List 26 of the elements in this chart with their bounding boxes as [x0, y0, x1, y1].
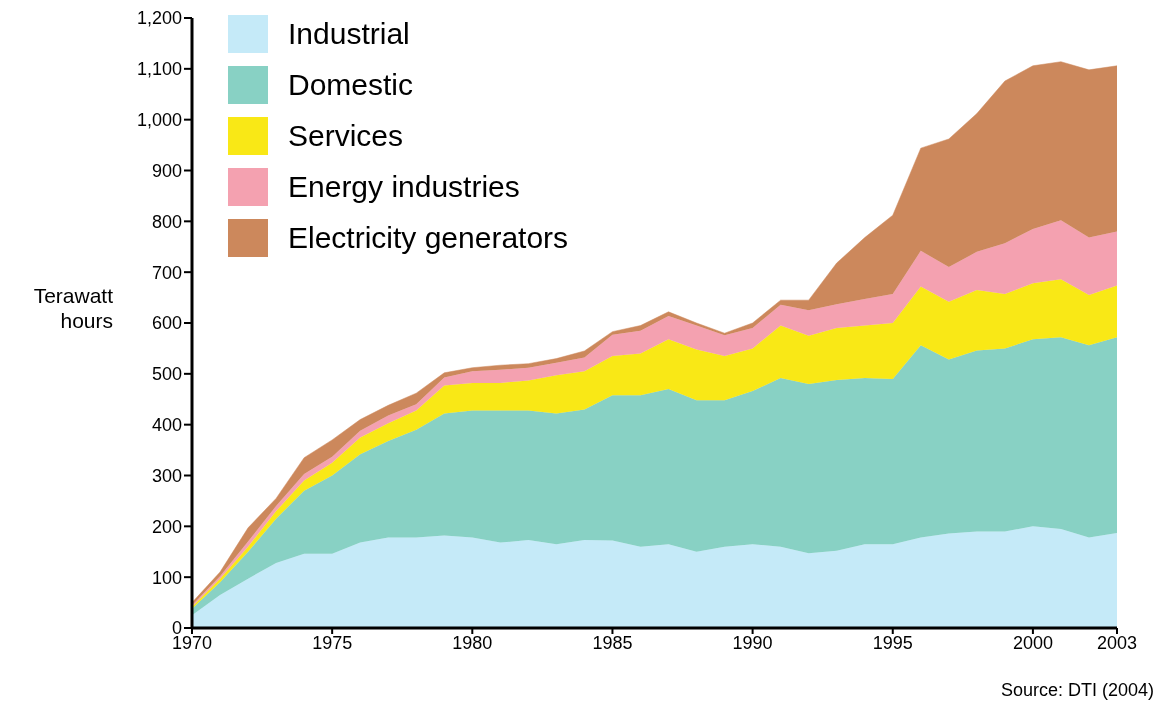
y-tick-label: 100 — [151, 567, 182, 588]
x-tick-label: 1995 — [872, 632, 913, 653]
y-axis-title: Terawatt hours — [32, 283, 113, 333]
y-tick-label: 800 — [151, 211, 182, 232]
y-tick-label: 300 — [151, 465, 182, 486]
legend-label: Domestic — [288, 67, 414, 102]
x-tick-label: 1985 — [592, 632, 633, 653]
source-note: Source: DTI (2004) — [1000, 680, 1154, 701]
x-tick-label: 1975 — [312, 632, 353, 653]
y-tick-label: 1,000 — [136, 110, 182, 131]
legend-label: Electricity generators — [288, 220, 569, 255]
y-tick-label: 700 — [151, 262, 182, 283]
y-tick-label: 1,200 — [136, 8, 182, 29]
x-tick-label: 2003 — [1096, 632, 1138, 653]
x-tick-label: 1980 — [452, 632, 493, 653]
x-tick-label: 2000 — [1012, 632, 1053, 653]
x-tick-label: 1990 — [732, 632, 773, 653]
y-tick-label: 400 — [151, 415, 182, 436]
legend-label: Services — [288, 118, 404, 153]
legend-label: Industrial — [288, 16, 410, 51]
y-tick-label: 600 — [151, 313, 182, 334]
y-tick-label: 500 — [151, 364, 182, 385]
legend-label: Energy industries — [288, 169, 520, 204]
y-tick-label: 900 — [151, 160, 182, 181]
y-tick-label: 1,100 — [136, 59, 182, 80]
y-tick-label: 200 — [151, 516, 182, 537]
